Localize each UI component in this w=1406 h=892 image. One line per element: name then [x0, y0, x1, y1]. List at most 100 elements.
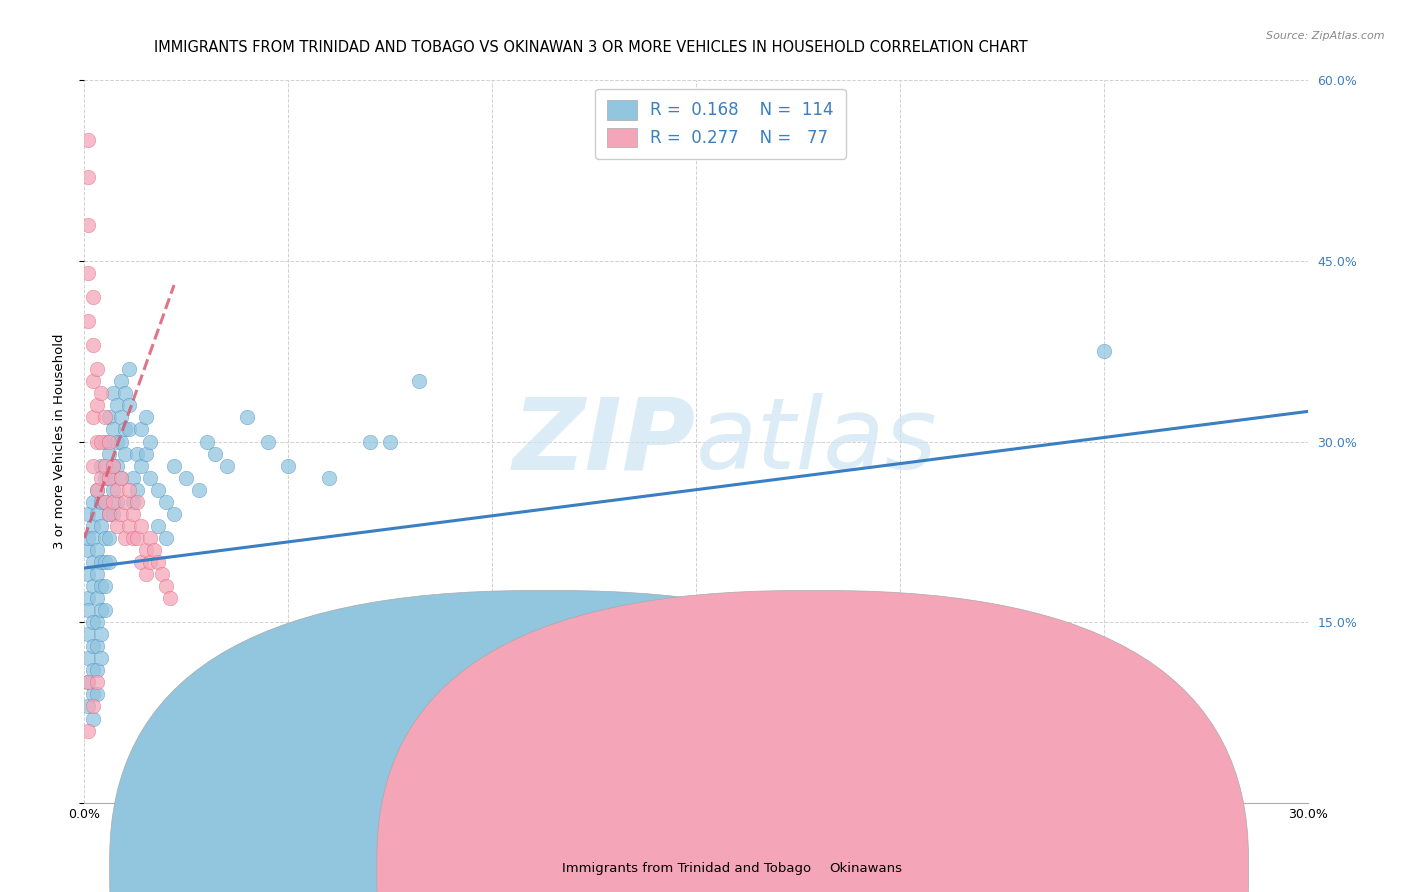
Point [90, 603, 112, 617]
Point [86, 483, 108, 497]
Point [86, 507, 108, 521]
Point [150, 567, 173, 582]
Text: IMMIGRANTS FROM TRINIDAD AND TOBAGO VS OKINAWAN 3 OR MORE VEHICLES IN HOUSEHOLD : IMMIGRANTS FROM TRINIDAD AND TOBAGO VS O… [153, 40, 1028, 55]
Point [77, 699, 100, 714]
Point [90, 470, 112, 484]
Text: Source: ZipAtlas.com: Source: ZipAtlas.com [1267, 31, 1385, 41]
Point [86, 542, 108, 557]
Point [138, 555, 160, 569]
Point [110, 374, 132, 388]
Point [93, 531, 115, 545]
Point [174, 470, 197, 484]
Legend: R =  0.168    N =  114, R =  0.277    N =   77: R = 0.168 N = 114, R = 0.277 N = 77 [595, 88, 845, 159]
Point [77, 675, 100, 690]
Point [97, 507, 120, 521]
Point [114, 386, 136, 401]
Point [105, 494, 128, 508]
Point [122, 470, 145, 484]
Point [118, 398, 141, 412]
Point [77, 542, 100, 557]
Point [82, 712, 104, 726]
Point [82, 494, 104, 508]
Point [146, 483, 169, 497]
Point [97, 446, 120, 460]
Point [77, 603, 100, 617]
Point [77, 507, 100, 521]
Point [105, 518, 128, 533]
Point [257, 434, 280, 449]
Point [90, 386, 112, 401]
Point [146, 555, 169, 569]
Point [217, 458, 239, 473]
Point [114, 494, 136, 508]
Point [77, 133, 100, 147]
Point [90, 458, 112, 473]
Point [90, 518, 112, 533]
Point [146, 518, 169, 533]
Point [122, 494, 145, 508]
Point [93, 555, 115, 569]
Text: ZIP: ZIP [513, 393, 696, 490]
Point [118, 518, 141, 533]
Point [90, 627, 112, 641]
Point [122, 531, 145, 545]
Point [135, 542, 157, 557]
Point [105, 458, 128, 473]
Point [204, 446, 226, 460]
Point [82, 410, 104, 425]
Point [105, 483, 128, 497]
Point [82, 664, 104, 678]
Point [155, 531, 177, 545]
Point [155, 494, 177, 508]
Point [82, 555, 104, 569]
Point [86, 483, 108, 497]
Point [93, 458, 115, 473]
Point [114, 446, 136, 460]
Text: Okinawans: Okinawans [830, 863, 903, 875]
Point [86, 362, 108, 376]
Point [110, 434, 132, 449]
Point [101, 483, 124, 497]
Point [90, 555, 112, 569]
Point [86, 687, 108, 701]
Point [97, 555, 120, 569]
Point [86, 615, 108, 630]
Point [77, 266, 100, 280]
Point [110, 410, 132, 425]
Point [110, 470, 132, 484]
Point [86, 675, 108, 690]
Point [82, 531, 104, 545]
Point [1092, 344, 1115, 359]
Point [135, 567, 157, 582]
Point [122, 507, 145, 521]
Point [90, 494, 112, 508]
Point [118, 422, 141, 436]
Point [97, 470, 120, 484]
Point [163, 507, 186, 521]
Point [159, 591, 181, 605]
Point [110, 470, 132, 484]
Point [93, 410, 115, 425]
Point [77, 169, 100, 184]
Point [195, 434, 218, 449]
Text: atlas: atlas [696, 393, 938, 490]
Point [77, 531, 100, 545]
Point [82, 687, 104, 701]
Point [82, 579, 104, 593]
Point [97, 507, 120, 521]
Point [155, 579, 177, 593]
Point [131, 555, 153, 569]
Point [82, 699, 104, 714]
Point [101, 386, 124, 401]
Point [105, 398, 128, 412]
Point [236, 410, 259, 425]
Point [187, 483, 209, 497]
Point [101, 494, 124, 508]
Point [101, 422, 124, 436]
Point [97, 434, 120, 449]
Point [138, 434, 160, 449]
Point [142, 542, 165, 557]
Point [82, 338, 104, 352]
Point [131, 458, 153, 473]
Point [77, 675, 100, 690]
